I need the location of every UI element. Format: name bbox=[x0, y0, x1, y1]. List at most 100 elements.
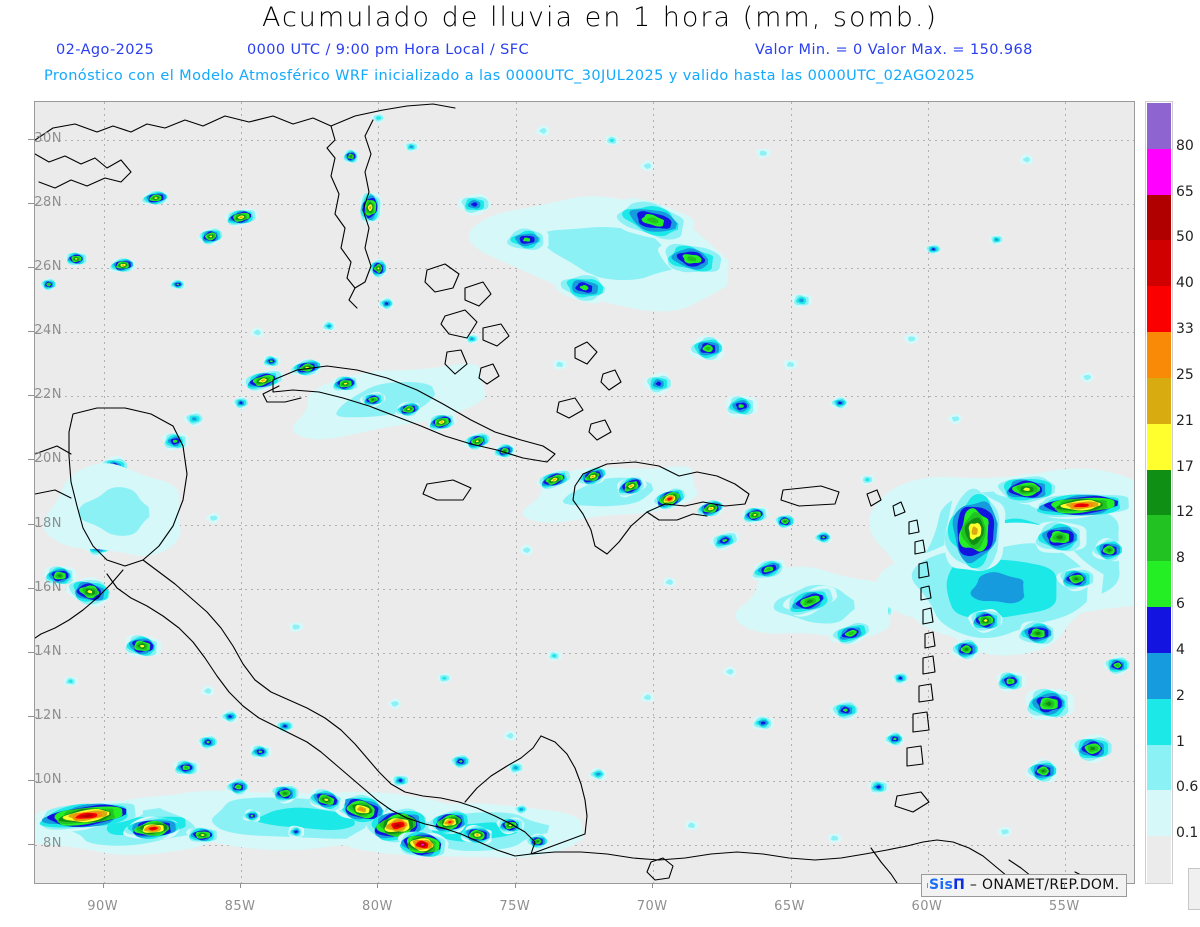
rainfall-cell bbox=[709, 507, 713, 510]
rainfall-cell bbox=[503, 449, 507, 452]
rainfall-cell bbox=[343, 382, 348, 385]
rainfall-cell bbox=[236, 785, 241, 789]
y-axis-tick bbox=[28, 331, 34, 333]
rainfall-cell bbox=[209, 235, 213, 238]
rainfall-cell bbox=[539, 128, 547, 134]
rainfall-cell bbox=[1022, 156, 1031, 163]
rainfall-cell bbox=[1073, 577, 1079, 581]
colorbar-band bbox=[1147, 698, 1171, 746]
rainfall-cell bbox=[1107, 548, 1112, 552]
rainfall-cell bbox=[1056, 535, 1063, 540]
grid-line-horizontal bbox=[35, 588, 1134, 590]
colorbar-tick-label: 2 bbox=[1176, 687, 1185, 704]
rainfall-cell bbox=[513, 766, 518, 770]
rainfall-cell bbox=[200, 834, 205, 836]
colorbar-tick-label: 80 bbox=[1176, 137, 1194, 154]
rainfall-cell bbox=[83, 814, 92, 817]
rainfall-cell bbox=[371, 398, 375, 401]
rainfall-cell bbox=[551, 653, 557, 658]
rainfall-cell bbox=[459, 760, 463, 763]
rainfall-cell bbox=[643, 694, 651, 701]
rainfall-cell bbox=[349, 155, 352, 158]
y-axis-tick-label: 28N bbox=[34, 195, 62, 211]
grid-line-horizontal bbox=[35, 844, 1134, 846]
rainfall-cell bbox=[595, 772, 601, 776]
rainfall-cell bbox=[908, 336, 916, 342]
rainfall-cell bbox=[68, 679, 73, 684]
colorbar-tick-label: 21 bbox=[1176, 412, 1194, 429]
colorbar-tick-label: 6 bbox=[1176, 596, 1185, 613]
logo-separator: – bbox=[969, 877, 978, 893]
map-plot-area bbox=[34, 101, 1135, 884]
rainfall-cell bbox=[506, 732, 514, 739]
rainfall-cell bbox=[206, 740, 210, 744]
rainfall-cell bbox=[842, 708, 848, 712]
y-axis-tick bbox=[28, 395, 34, 397]
y-axis-tick bbox=[28, 587, 34, 589]
y-axis-tick bbox=[28, 651, 34, 653]
rainfall-cell bbox=[78, 487, 150, 536]
colorbar-tick-label: 25 bbox=[1176, 366, 1194, 383]
y-axis-tick bbox=[28, 843, 34, 845]
grid-line-horizontal bbox=[35, 780, 1134, 782]
rainfall-cell bbox=[260, 379, 266, 382]
rainfall-cell bbox=[239, 216, 243, 219]
x-axis-tick bbox=[102, 883, 104, 888]
x-axis-tick-label: 70W bbox=[636, 899, 668, 914]
grid-line-vertical bbox=[378, 102, 380, 883]
y-axis-tick bbox=[28, 139, 34, 141]
x-axis-tick-label: 85W bbox=[224, 899, 256, 914]
x-axis-tick bbox=[240, 883, 242, 888]
rainfall-cell bbox=[609, 138, 615, 143]
x-axis-tick bbox=[377, 883, 379, 888]
rainfall-cell bbox=[838, 401, 842, 405]
grid-line-horizontal bbox=[35, 652, 1134, 654]
colorbar-band bbox=[1147, 377, 1171, 425]
rainfall-cell bbox=[1115, 664, 1120, 667]
y-axis-tick-label: 16N bbox=[34, 579, 62, 595]
rainfall-cell bbox=[47, 283, 50, 286]
colorbar-band bbox=[1147, 515, 1171, 562]
rainfall-cell bbox=[726, 669, 734, 675]
rainfall-cell bbox=[591, 475, 595, 478]
window-scroll-sliver[interactable] bbox=[1188, 868, 1200, 910]
colorbar-tick-label: 12 bbox=[1176, 504, 1194, 521]
grid-line-horizontal bbox=[35, 332, 1134, 334]
rainfall-cell bbox=[176, 283, 180, 286]
rainfall-cell bbox=[738, 404, 744, 408]
colorbar-band bbox=[1147, 240, 1171, 287]
rainfall-cell bbox=[687, 822, 695, 828]
rainfall-cell bbox=[994, 238, 999, 241]
provider-logo: SisΠ – ONAMET/REP.DOM. bbox=[921, 874, 1128, 897]
grid-line-horizontal bbox=[35, 140, 1134, 142]
rainfall-cell bbox=[1083, 374, 1092, 381]
grid-line-horizontal bbox=[35, 460, 1134, 462]
colorbar bbox=[1145, 101, 1173, 884]
rainfall-cell bbox=[475, 833, 479, 836]
rainfall-cell bbox=[806, 599, 813, 603]
rainfall-cell bbox=[384, 302, 389, 305]
colorbar-band bbox=[1147, 790, 1171, 837]
chart-header: Acumulado de lluvia en 1 hora (mm, somb.… bbox=[0, 0, 1200, 94]
rainfall-cell bbox=[865, 477, 870, 482]
rainfall-cell bbox=[759, 150, 767, 156]
rainfall-cell bbox=[1077, 504, 1086, 507]
rainfall-cell bbox=[292, 624, 300, 630]
y-axis-tick bbox=[28, 267, 34, 269]
rainfall-cell bbox=[893, 737, 897, 741]
rainfall-cell bbox=[258, 750, 263, 753]
x-axis-tick-label: 60W bbox=[911, 899, 943, 914]
rainfall-cell bbox=[629, 485, 633, 488]
x-axis-tick-label: 55W bbox=[1048, 899, 1080, 914]
rainfall-cell bbox=[269, 360, 273, 363]
rainfall-cell bbox=[687, 256, 697, 262]
colorbar-band bbox=[1147, 607, 1171, 654]
page-title: Acumulado de lluvia en 1 hora (mm, somb.… bbox=[261, 2, 939, 33]
rainfall-cell bbox=[931, 248, 935, 251]
y-axis-tick-label: 12N bbox=[34, 707, 62, 723]
rainfall-cell bbox=[579, 285, 589, 291]
rainfall-contours bbox=[35, 112, 1134, 859]
y-axis-tick-label: 10N bbox=[34, 771, 62, 787]
rainfall-cell bbox=[294, 830, 298, 834]
rainfall-cell bbox=[1041, 769, 1046, 773]
